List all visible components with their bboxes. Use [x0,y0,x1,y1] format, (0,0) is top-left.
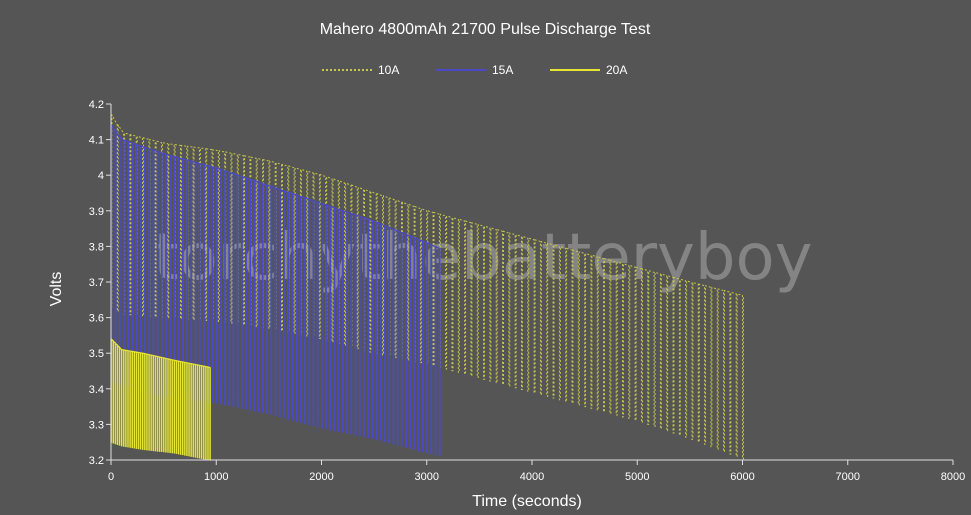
y-tick-label: 3.2 [89,455,104,467]
x-tick-label: 4000 [520,471,544,483]
y-ticks: 3.2 3.3 3.4 3.5 3.6 3.7 3.8 3.9 4 4.1 4.2 [89,99,111,467]
x-tick-label: 6000 [730,471,754,483]
series-line-15A [110,123,441,457]
legend-label: 15A [492,63,513,77]
legend: 10A 15A 20A [322,63,627,77]
x-tick-label: 0 [108,471,114,483]
y-tick-label: 3.7 [89,277,104,289]
plot-series [110,114,744,461]
x-axis-title: Time (seconds) [472,493,582,510]
legend-label: 10A [378,63,399,77]
y-tick-label: 3.4 [89,384,104,396]
y-tick-label: 3.8 [89,241,104,253]
y-tick-label: 3.6 [89,313,104,325]
y-tick-label: 3.5 [89,348,104,360]
chart-title: Mahero 4800mAh 21700 Pulse Discharge Tes… [320,21,651,38]
x-ticks: 0 1000 2000 3000 4000 5000 6000 7000 8000 [108,460,965,483]
series-line-20A [110,337,211,461]
series-20A [110,337,211,461]
y-tick-label: 4 [98,170,104,182]
x-tick-label: 5000 [625,471,649,483]
x-tick-label: 1000 [204,471,228,483]
y-tick-label: 3.3 [89,419,104,431]
y-tick-label: 3.9 [89,206,104,218]
y-tick-label: 4.1 [89,135,104,147]
x-tick-label: 2000 [309,471,333,483]
x-tick-label: 3000 [415,471,439,483]
watermark: torchythebatteryboy [153,221,812,295]
series-15A [110,123,441,457]
x-tick-label: 8000 [941,471,965,483]
y-tick-label: 4.2 [89,99,104,111]
legend-label: 20A [606,63,627,77]
x-tick-label: 7000 [836,471,860,483]
y-axis-title: Volts [48,272,65,307]
